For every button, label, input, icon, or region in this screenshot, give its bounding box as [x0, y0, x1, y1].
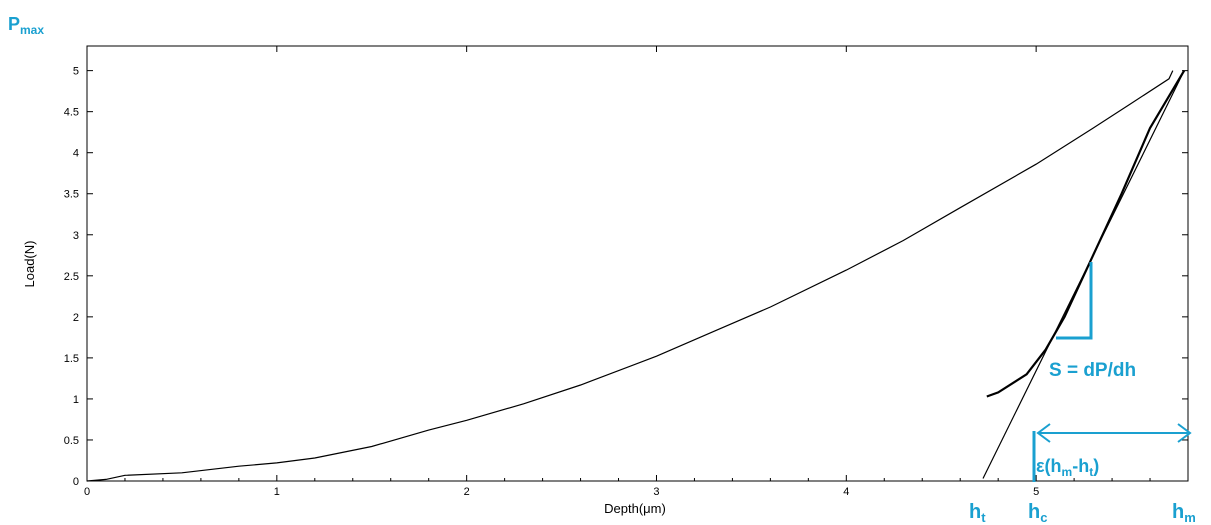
y-tick-label: 0.5 [64, 435, 79, 447]
tangent-line [982, 70, 1185, 479]
y-tick-label: 4 [73, 148, 79, 160]
x-tick-label: 0 [84, 486, 90, 498]
data-series [86, 70, 1186, 482]
svg-text:hm: hm [1172, 501, 1196, 525]
y-axis-label: Load(N) [22, 241, 37, 288]
svg-text:ht: ht [969, 501, 986, 525]
y-tick-label: 2.5 [64, 271, 79, 283]
y-tick-label: 5 [73, 66, 79, 78]
epsilon-arrow [1036, 423, 1192, 443]
svg-text:Pmax: Pmax [8, 14, 44, 37]
axis-ticks: 0 1 2 3 4 5 0 0.5 1 1.5 2 2.5 3 3.5 4 4.5 5 [64, 46, 1188, 498]
y-tick-label: 1 [73, 394, 79, 406]
stiffness-triangle [1056, 262, 1093, 340]
plot-frame [86, 45, 1189, 482]
stiffness-label: S = dP/dh [1049, 360, 1136, 381]
pmax-label: Pmax [8, 14, 44, 37]
y-tick-label: 0 [73, 476, 79, 488]
hc-label: hc [1028, 501, 1047, 525]
loading-curve [86, 70, 1174, 482]
stiffness-marker [1056, 262, 1093, 340]
y-tick-label: 2 [73, 312, 79, 324]
x-axis-label: Depth(μm) [604, 501, 666, 516]
hm-label: hm [1172, 501, 1196, 525]
x-tick-label: 3 [653, 486, 659, 498]
epsilon-label: ε(hm-ht) [1036, 456, 1099, 479]
x-tick-label: 5 [1033, 486, 1039, 498]
unloading-curve [986, 70, 1186, 398]
y-tick-label: 3 [73, 230, 79, 242]
x-tick-label: 2 [464, 486, 470, 498]
y-tick-label: 4.5 [64, 107, 79, 119]
x-tick-label: 1 [274, 486, 280, 498]
x-tick-label: 4 [843, 486, 849, 498]
y-tick-label: 3.5 [64, 189, 79, 201]
svg-text:hc: hc [1028, 501, 1047, 525]
y-tick-label: 1.5 [64, 353, 79, 365]
ht-label: ht [969, 501, 986, 525]
